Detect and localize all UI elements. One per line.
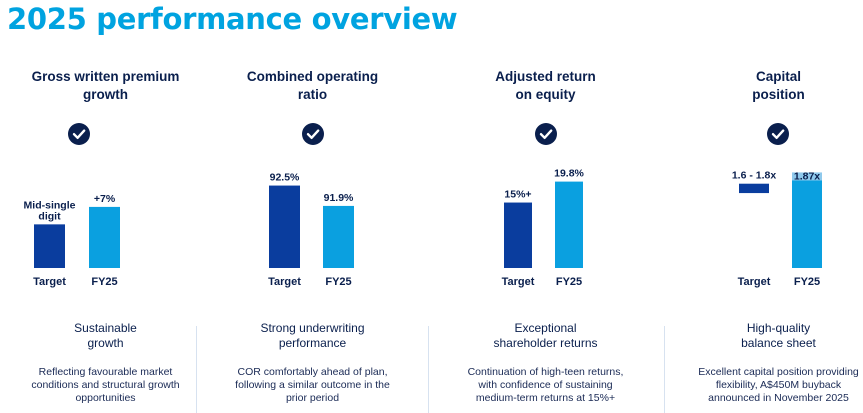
panel-subtitle: Strong underwriting performance [260,321,365,350]
panel-subtitle: High-quality balance sheet [741,321,816,350]
divider [196,326,197,413]
data-label: 15%+ [504,189,531,201]
panel-title: Adjusted return on equity [495,69,596,102]
panel-combined-operating-ratio: Combined operating ratio 92.5% Target 91.9… [205,60,420,413]
check-circle-icon [68,123,90,145]
bar-chart: 1.6 - 1.8x Target 1.87x FY25 [732,170,822,288]
data-label: 92.5% [270,172,300,184]
panel-description: Excellent capital position providing fle… [698,366,859,404]
category-label: FY25 [794,276,820,288]
bar-chart: 92.5% Target 91.9% FY25 [268,172,354,288]
bar-highlight [792,172,822,181]
check-circle-icon [535,123,557,145]
data-label: Mid-single digit [24,199,76,222]
category-label: FY25 [91,276,117,288]
bar-fy25 [89,206,120,268]
data-label: +7% [94,193,116,205]
page-title: 2025 performance overview [7,2,458,36]
data-label: 1.6 - 1.8x [732,170,777,182]
category-label: FY25 [325,276,351,288]
category-label: Target [268,276,301,288]
data-label: 19.8% [554,168,584,180]
panel-description: Reflecting favourable market conditions … [31,366,180,404]
panel-capital-position: Capital position 1.6 - 1.8x Target 1.87x FY… [671,60,863,413]
panel-description: COR comfortably ahead of plan, following… [235,366,390,404]
divider [664,326,665,413]
panel-title: Combined operating ratio [246,69,379,102]
panel-subtitle: Sustainable growth [74,321,137,350]
category-label: Target [738,276,771,288]
panel-title: Gross written premium growth [31,69,180,102]
bar-fy25 [792,180,822,268]
panel-title: Capital position [752,69,805,102]
data-label: 1.87x [794,170,820,182]
panel-gwp-growth: Gross written premium growth Mid-single d… [0,60,213,413]
category-label: FY25 [556,276,582,288]
category-label: Target [502,276,535,288]
panel-subtitle: Exceptional shareholder returns [493,321,598,350]
check-circle-icon [302,123,324,145]
bar-chart: Mid-single digit Target +7% FY25 [24,193,120,288]
divider [428,326,429,413]
category-label: Target [33,276,66,288]
bar-target [269,185,300,268]
bar-chart: 15%+ Target 19.8% FY25 [502,168,585,288]
bar-fy25 [555,181,583,268]
bar-target [504,202,532,268]
bar-fy25 [323,205,354,268]
panel-description: Continuation of high-teen returns, with … [467,366,624,404]
bar-target [34,224,65,268]
bar-target [739,183,769,194]
data-label: 91.9% [324,192,354,204]
check-circle-icon [767,123,789,145]
panel-adjusted-roe: Adjusted return on equity 15%+ Target 19.8… [438,60,653,413]
